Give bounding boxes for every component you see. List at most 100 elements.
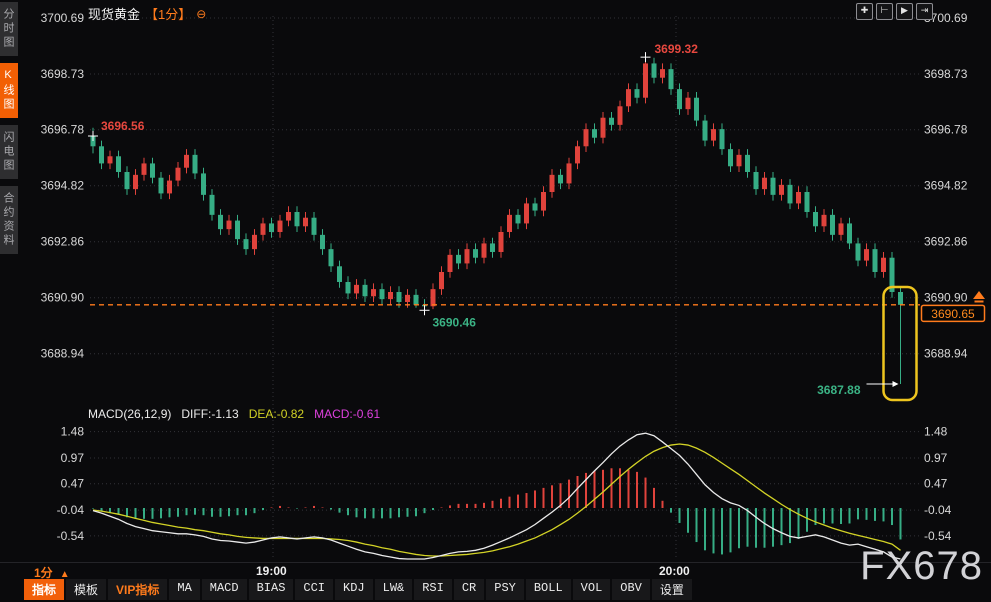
macd-axis-label-right: 0.97 bbox=[924, 451, 948, 465]
toolbar-tab-PSY[interactable]: PSY bbox=[486, 579, 524, 600]
candle-body bbox=[286, 211, 291, 221]
candle-body bbox=[388, 291, 393, 300]
candle-body bbox=[294, 211, 300, 227]
candle-body bbox=[141, 163, 147, 175]
macd-params-label: MACD(26,12,9) bbox=[88, 407, 172, 421]
toolbar-tab-MACD[interactable]: MACD bbox=[201, 579, 247, 600]
candle-body bbox=[702, 120, 708, 141]
candle-body bbox=[745, 154, 750, 172]
collapse-icon[interactable]: ⊖ bbox=[196, 6, 207, 21]
candle-body bbox=[99, 146, 104, 164]
toolbar-tab-OBV[interactable]: OBV bbox=[612, 579, 650, 600]
current-candle-highlight-box bbox=[882, 285, 918, 402]
indicator-toolbar: 指标 模板 VIP指标 MA MACD BIAS CCI KDJ LW& RSI CR PSY BOLL… bbox=[24, 579, 692, 600]
candle-body bbox=[566, 163, 572, 184]
candle-body bbox=[167, 180, 172, 194]
candle-body bbox=[770, 177, 776, 195]
toolbar-tab-BIAS[interactable]: BIAS bbox=[248, 579, 294, 600]
symbol-name: 现货黄金 bbox=[88, 7, 141, 22]
candle-body bbox=[677, 89, 682, 110]
toolbar-tab-RSI[interactable]: RSI bbox=[414, 579, 452, 600]
toolbar-tab-设置[interactable]: 设置 bbox=[651, 579, 692, 600]
candle-body bbox=[260, 223, 266, 235]
toolbar-tab-CCI[interactable]: CCI bbox=[295, 579, 334, 600]
candle-body bbox=[320, 234, 325, 250]
candle-body bbox=[456, 254, 461, 264]
min-price-arrow bbox=[892, 380, 899, 387]
fx678-watermark: FX678 bbox=[860, 544, 983, 588]
toolbar-tab-VOL[interactable]: VOL bbox=[572, 579, 611, 600]
pan-crosshair-icon[interactable]: ✚ bbox=[856, 3, 873, 20]
candle-body bbox=[201, 173, 206, 195]
y-axis-label-left: 3690.90 bbox=[41, 291, 85, 305]
candle-body bbox=[719, 129, 725, 150]
candle-body bbox=[889, 257, 895, 292]
candle-body bbox=[311, 217, 317, 235]
macd-axis-label-right: -0.04 bbox=[924, 503, 952, 517]
chart-title: 现货黄金 【1分】 ⊖ bbox=[88, 4, 206, 23]
candle-body bbox=[855, 243, 861, 261]
candle-body bbox=[753, 171, 759, 190]
macd-axis-label-right: -0.54 bbox=[924, 529, 952, 543]
toolbar-tab-VIP指标[interactable]: VIP指标 bbox=[108, 579, 168, 600]
candle-body bbox=[124, 171, 130, 190]
candle-body bbox=[405, 294, 410, 302]
candle-body bbox=[575, 146, 580, 164]
candle-body bbox=[371, 289, 376, 297]
candle-body bbox=[328, 249, 334, 267]
chart-type-sidebar: 分时图 K线图 闪电图 合约资料 bbox=[0, 2, 20, 254]
y-axis-label-left: 3692.86 bbox=[41, 235, 85, 249]
candle-body bbox=[532, 203, 538, 211]
candle-body bbox=[813, 211, 818, 227]
sidebar-item-contract-info[interactable]: 合约资料 bbox=[0, 186, 18, 254]
time-axis-label: 20:00 bbox=[659, 564, 690, 578]
candle-body bbox=[473, 249, 478, 258]
candle-body bbox=[668, 69, 674, 90]
candle-body bbox=[515, 214, 521, 224]
candle-body bbox=[235, 220, 240, 240]
toolbar-tab-KDJ[interactable]: KDJ bbox=[335, 579, 373, 600]
candle-body bbox=[609, 117, 614, 125]
sidebar-item-kline[interactable]: K线图 bbox=[0, 63, 18, 118]
sidebar-item-lightning[interactable]: 闪电图 bbox=[0, 125, 18, 179]
y-axis-label-right: 3692.86 bbox=[924, 235, 968, 249]
y-axis-label-left: 3700.69 bbox=[41, 11, 85, 25]
sidebar-item-timeline[interactable]: 分时图 bbox=[0, 2, 18, 56]
candle-body bbox=[226, 220, 232, 230]
candle-body bbox=[218, 214, 223, 230]
y-axis-label-right: 3690.90 bbox=[924, 291, 968, 305]
y-axis-label-right: 3700.69 bbox=[924, 11, 968, 25]
interval-arrow-icon: ▲ bbox=[59, 569, 70, 580]
candle-body bbox=[762, 177, 767, 190]
candle-body bbox=[379, 289, 385, 300]
y-axis-label-right: 3698.73 bbox=[924, 67, 968, 81]
last-price-tag bbox=[920, 304, 986, 323]
toolbar-tab-BOLL[interactable]: BOLL bbox=[525, 579, 571, 600]
toolbar-tab-CR[interactable]: CR bbox=[453, 579, 485, 600]
diff-value-label: DIFF:-1.13 bbox=[181, 407, 239, 421]
toolbar-tab-指标[interactable]: 指标 bbox=[24, 579, 65, 600]
toolbar-tab-MA[interactable]: MA bbox=[169, 579, 200, 600]
candle-body bbox=[736, 154, 742, 167]
interval-selector[interactable]: 1分 ▲ bbox=[34, 566, 70, 580]
candle-body bbox=[252, 234, 257, 250]
move-to-latest-icon[interactable]: ⇥ bbox=[916, 3, 933, 20]
macd-axis-label-left: 0.47 bbox=[61, 477, 85, 491]
min-price-label: 3687.88 bbox=[817, 383, 861, 397]
toolbar-tab-LW&[interactable]: LW& bbox=[374, 579, 413, 600]
price-scale-icon[interactable]: ⊢ bbox=[876, 3, 893, 20]
macd-axis-label-left: -0.04 bbox=[57, 503, 85, 517]
y-axis-label-left: 3696.78 bbox=[41, 123, 85, 137]
latest-price-arrow-icon[interactable] bbox=[973, 291, 985, 299]
toolbar-tab-模板[interactable]: 模板 bbox=[66, 579, 107, 600]
auto-scroll-icon[interactable]: ▶ bbox=[896, 3, 913, 20]
candle-body bbox=[626, 89, 631, 107]
macd-axis-label-right: 1.48 bbox=[924, 425, 948, 439]
candle-body bbox=[617, 106, 623, 125]
macd-indicator-header: MACD(26,12,9) DIFF:-1.13 DEA:-0.82 MACD:… bbox=[88, 407, 380, 421]
candle-body bbox=[243, 239, 249, 250]
candle-body bbox=[133, 174, 138, 190]
candle-body bbox=[396, 291, 402, 302]
